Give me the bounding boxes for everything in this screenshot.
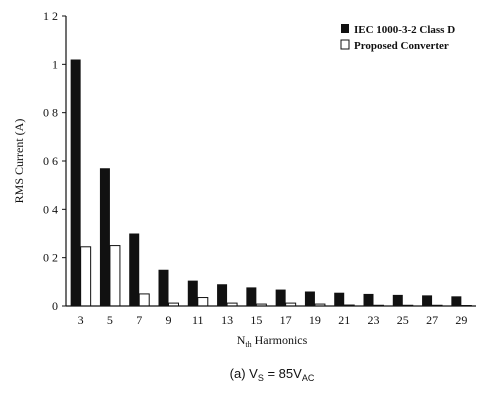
x-tick-label: 5 [107,313,113,327]
legend-swatch-proposed [340,39,350,50]
x-tick-label: 11 [192,313,204,327]
x-axis-label-sub: th [245,340,251,349]
bar-iec [334,292,345,306]
x-axis-label: Nth Harmonics [237,333,308,349]
figure-caption: (a) VS = 85VAC [230,366,315,383]
iec-series-bars [70,59,462,306]
bar-iec [363,293,374,306]
bar-iec [275,289,286,306]
bar-iec [129,233,140,306]
y-tick-label: 0 4 [43,202,58,216]
bar-iec [217,284,228,306]
x-tick-label: 23 [368,313,380,327]
bar-iec [70,59,81,306]
bar-iec [422,295,433,306]
x-tick-label: 15 [250,313,262,327]
x-axis-label-main: N [237,333,246,347]
legend: IEC 1000-3-2 Class D Proposed Converter [340,24,455,52]
bar-iec [392,294,403,306]
x-tick-label: 3 [78,313,84,327]
bar-proposed [197,297,209,307]
y-tick-label: 0 2 [43,251,58,265]
bar-iec [99,168,110,306]
x-tick-label: 13 [221,313,233,327]
x-tick-label: 21 [338,313,350,327]
caption-sub-s: S [258,373,264,383]
caption-sub-ac: AC [302,373,315,383]
bar-iec [451,296,462,306]
x-tick-label: 27 [426,313,438,327]
legend-label-iec: IEC 1000-3-2 Class D [354,24,455,36]
bar-iec [304,291,315,306]
x-tick-label: 25 [397,313,409,327]
x-tick-label: 17 [280,313,292,327]
bar-iec [246,287,257,306]
x-tick-label: 19 [309,313,321,327]
y-tick-label: 0 6 [43,154,58,168]
x-tick-label: 29 [455,313,467,327]
y-axis-label: RMS Current (A) [12,119,26,204]
x-axis-label-rest: Harmonics [252,333,308,347]
legend-label-proposed: Proposed Converter [354,40,449,52]
x-tick-label: 7 [136,313,142,327]
x-tick-label: 9 [166,313,172,327]
y-tick-label: 0 8 [43,106,58,120]
y-tick-label: 0 [52,299,58,313]
y-ticks: 0 0 2 0 4 0 6 0 8 1 1 2 [43,9,66,313]
bar-proposed [138,293,150,307]
y-tick-label: 1 [52,57,58,71]
bar-iec [158,269,169,306]
bar-proposed [80,246,92,307]
x-ticks: 3 5 7 9 11 13 15 17 19 21 23 25 27 29 [78,313,468,327]
y-tick-label: 1 2 [43,9,58,23]
bar-iec [187,280,198,306]
bar-proposed [109,245,121,307]
caption-mid: = 85V [264,366,302,381]
caption-prefix: (a) V [230,366,259,381]
legend-swatch-iec [341,24,349,33]
